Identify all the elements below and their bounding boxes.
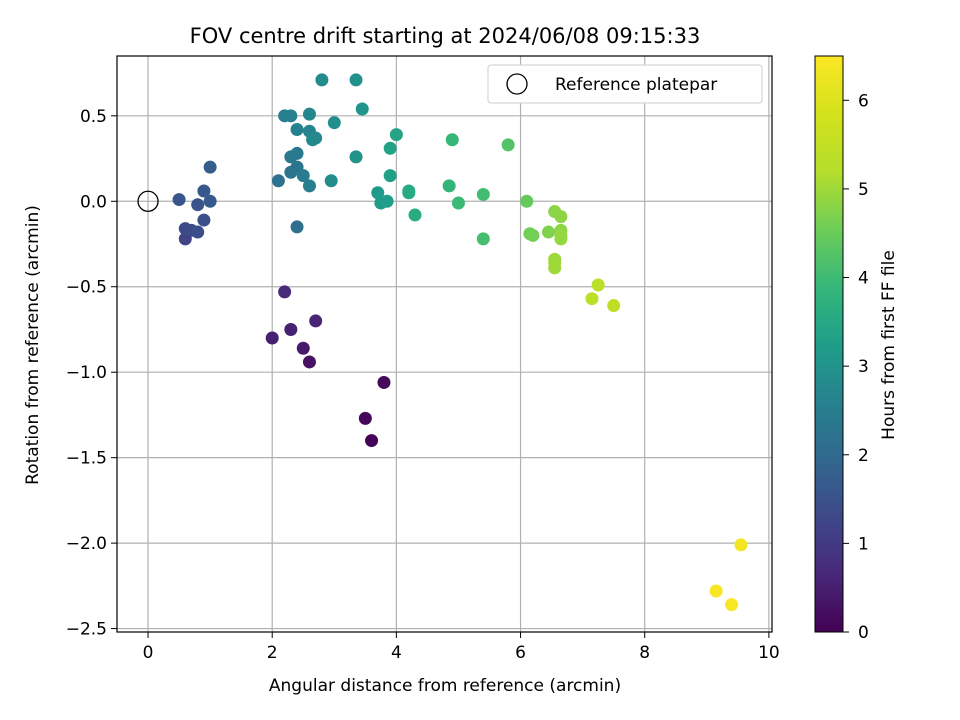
- data-point: [309, 314, 323, 328]
- data-point: [548, 261, 562, 275]
- data-point: [302, 355, 316, 369]
- data-point: [296, 341, 310, 355]
- data-point: [296, 169, 310, 183]
- data-point: [554, 232, 568, 246]
- legend-box: [487, 64, 763, 104]
- data-point: [306, 133, 320, 147]
- data-point: [191, 225, 205, 239]
- data-point: [284, 109, 298, 123]
- x-axis-ticks: 0 2 4 6 8 10: [143, 632, 780, 663]
- data-point: [520, 194, 534, 208]
- data-point: [327, 116, 341, 130]
- data-point: [383, 141, 397, 155]
- data-point: [349, 73, 363, 87]
- colorbar-tick-label: 4: [858, 269, 869, 289]
- legend-entry-reference: Reference platepar: [555, 75, 717, 95]
- data-point: [371, 186, 385, 200]
- data-point: [197, 213, 211, 227]
- data-point: [501, 138, 515, 152]
- y-tick-label: 0.5: [80, 107, 107, 127]
- data-point: [315, 73, 329, 87]
- data-point: [591, 278, 605, 292]
- colorbar-tick-label: 6: [858, 91, 869, 111]
- data-point: [290, 220, 304, 234]
- y-tick-label: −2.0: [66, 534, 107, 554]
- data-point: [476, 187, 490, 201]
- y-tick-label: −1.0: [66, 363, 107, 383]
- legend-marker-icon: [506, 73, 528, 95]
- grid-lines: [117, 56, 772, 632]
- data-point: [380, 194, 394, 208]
- x-tick-label: 0: [143, 643, 154, 663]
- data-point: [203, 160, 217, 174]
- data-point: [541, 225, 555, 239]
- data-point: [377, 375, 391, 389]
- data-point: [265, 331, 279, 345]
- data-point: [358, 411, 372, 425]
- data-point: [290, 122, 304, 136]
- colorbar-tick-label: 1: [858, 534, 869, 554]
- data-point: [197, 184, 211, 198]
- data-point: [278, 285, 292, 299]
- data-point: [554, 210, 568, 224]
- data-point: [383, 169, 397, 183]
- data-point: [734, 538, 748, 552]
- data-point: [408, 208, 422, 222]
- data-point: [402, 184, 416, 198]
- data-point: [451, 196, 465, 210]
- x-tick-label: 4: [391, 643, 402, 663]
- colorbar-tick-label: 2: [858, 446, 869, 466]
- data-point: [324, 174, 338, 188]
- data-point: [191, 198, 205, 212]
- x-axis-label: Angular distance from reference (arcmin): [269, 676, 621, 696]
- colorbar-tick-label: 3: [858, 357, 869, 377]
- y-axis-label: Rotation from reference (arcmin): [23, 205, 43, 485]
- data-points: [172, 73, 748, 612]
- data-point: [585, 292, 599, 306]
- data-point: [526, 228, 540, 242]
- data-point: [445, 133, 459, 147]
- colorbar-label: Hours from first FF file: [879, 250, 899, 440]
- data-point: [365, 434, 379, 448]
- data-point: [302, 107, 316, 121]
- data-point: [725, 598, 739, 612]
- chart-title: FOV centre drift starting at 2024/06/08 …: [190, 24, 701, 48]
- colorbar-gradient: [814, 55, 844, 633]
- y-tick-label: −1.5: [66, 449, 107, 469]
- y-tick-label: −0.5: [66, 278, 107, 298]
- reference-marker: [137, 190, 159, 212]
- colorbar-tick-label: 5: [858, 180, 869, 200]
- plot-frame: [116, 55, 773, 633]
- data-point: [271, 174, 285, 188]
- reference-point: [137, 190, 159, 212]
- data-point: [709, 584, 723, 598]
- data-point: [290, 146, 304, 160]
- data-point: [349, 150, 363, 164]
- legend: Reference platepar: [487, 64, 763, 104]
- data-point: [284, 322, 298, 336]
- y-tick-label: −2.5: [66, 620, 107, 640]
- data-point: [476, 232, 490, 246]
- data-point: [355, 102, 369, 116]
- data-point: [389, 128, 403, 142]
- x-tick-label: 2: [267, 643, 278, 663]
- x-tick-label: 10: [758, 643, 780, 663]
- x-tick-label: 8: [639, 643, 650, 663]
- data-point: [442, 179, 456, 193]
- y-tick-label: 0.0: [80, 192, 107, 212]
- colorbar-tick-label: 0: [858, 623, 869, 643]
- colorbar: 0 1 2 3 4 5 6 Hours from first FF file: [814, 55, 899, 643]
- data-point: [607, 299, 621, 313]
- data-point: [203, 194, 217, 208]
- data-point: [302, 179, 316, 193]
- data-point: [172, 193, 186, 207]
- colorbar-ticks: 0 1 2 3 4 5 6: [843, 91, 869, 643]
- y-axis-ticks: 0.5 0.0 −0.5 −1.0 −1.5 −2.0 −2.5: [66, 107, 117, 640]
- x-tick-label: 6: [515, 643, 526, 663]
